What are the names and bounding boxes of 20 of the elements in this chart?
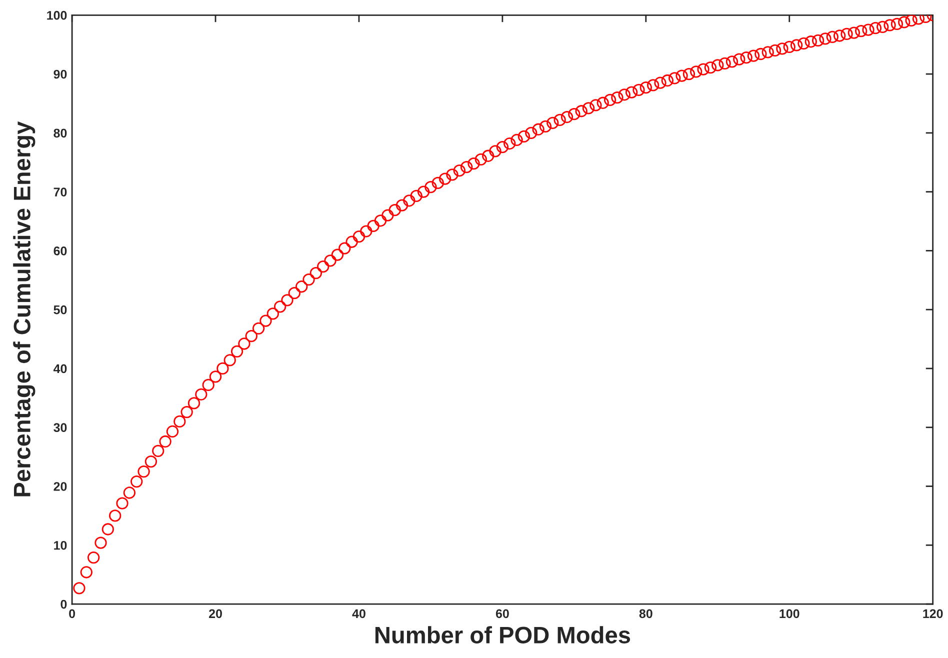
y-tick-label: 0 bbox=[60, 600, 67, 609]
y-tick-label: 80 bbox=[54, 128, 67, 138]
x-tick-label: 60 bbox=[496, 609, 509, 618]
x-axis-title: Number of POD Modes bbox=[375, 626, 630, 644]
x-tick-label: 100 bbox=[780, 609, 800, 618]
x-tick-label: 40 bbox=[352, 609, 366, 618]
x-tick-label: 120 bbox=[923, 609, 943, 618]
y-tick-label: 60 bbox=[54, 246, 67, 256]
x-tick-label: 0 bbox=[69, 609, 76, 618]
y-tick-label: 50 bbox=[54, 305, 67, 314]
x-tick-label: 80 bbox=[639, 609, 652, 618]
y-tick-label: 10 bbox=[54, 540, 67, 550]
x-tick-label: 20 bbox=[208, 609, 222, 618]
y-tick-label: 90 bbox=[54, 70, 67, 79]
y-tick-label: 70 bbox=[54, 188, 67, 196]
y-tick-label: 100 bbox=[47, 10, 67, 20]
y-tick-label: 30 bbox=[54, 423, 67, 432]
y-tick-label: 20 bbox=[54, 482, 67, 491]
y-tick-label: 40 bbox=[53, 364, 67, 374]
y-axis-title: Percentage of Cumulative Energy bbox=[13, 121, 36, 496]
